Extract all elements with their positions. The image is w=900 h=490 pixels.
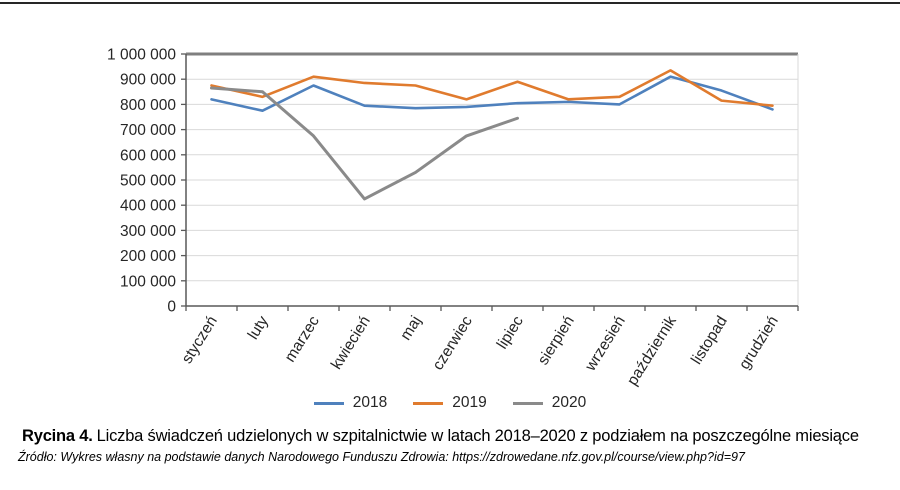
legend-item-2019: 2019	[413, 394, 487, 412]
series-line-2020	[210, 86, 519, 201]
y-tick-label: 800 000	[120, 97, 176, 114]
x-tick-label: kwiecień	[328, 313, 374, 372]
figure-caption: Rycina 4. Liczba świadczeń udzielonych w …	[22, 427, 888, 446]
legend-label-2020: 2020	[551, 394, 587, 411]
x-tick-label: maj	[397, 313, 425, 343]
figure-source: Źródło: Wykres własny na podstawie danyc…	[18, 450, 745, 464]
x-tick-label: styczeń	[179, 313, 221, 367]
figure-caption-text: Liczba świadczeń udzielonych w szpitalni…	[96, 427, 859, 445]
legend-item-2020: 2020	[512, 394, 587, 412]
legend-label-2019: 2019	[452, 394, 487, 411]
legend-label-2018: 2018	[352, 394, 388, 411]
y-tick-label: 400 000	[120, 198, 176, 215]
x-tick-label: marzec	[282, 313, 323, 365]
y-tick-label: 600 000	[120, 147, 176, 164]
x-tick-label: luty	[245, 313, 272, 343]
y-tick-label: 200 000	[120, 248, 176, 265]
legend-swatch-2020	[512, 401, 543, 405]
x-tick-label: sierpień	[535, 313, 578, 368]
series-line-2018	[210, 75, 774, 112]
y-tick-label: 700 000	[120, 122, 176, 139]
series-line-2019	[210, 69, 774, 107]
x-tick-label: październik	[624, 313, 680, 389]
x-tick-label: listopad	[688, 313, 731, 367]
x-tick-label: czerwiec	[430, 313, 476, 373]
line-chart: 0 100 000 200 000 300 000 400 000 500 000 600 …	[107, 47, 799, 389]
y-tick-label: 500 000	[120, 173, 176, 190]
figure-frame-top-border	[0, 2, 900, 4]
legend-swatch-2018	[313, 401, 344, 405]
figure-caption-label: Rycina 4.	[22, 427, 93, 445]
legend-swatch-2019	[413, 401, 444, 405]
chart-legend: 2018 2019 2020	[0, 394, 900, 412]
y-tick-label: 100 000	[120, 273, 176, 290]
y-tick-label: 0	[167, 299, 176, 316]
y-tick-label: 1 000 000	[107, 47, 176, 64]
y-tick-label: 300 000	[120, 223, 176, 240]
legend-item-2018: 2018	[313, 394, 388, 412]
y-tick-label: 900 000	[120, 72, 176, 89]
x-tick-label: lipiec	[494, 313, 527, 352]
x-tick-label: grudzień	[736, 313, 782, 372]
x-tick-label: wrzesień	[582, 313, 629, 375]
